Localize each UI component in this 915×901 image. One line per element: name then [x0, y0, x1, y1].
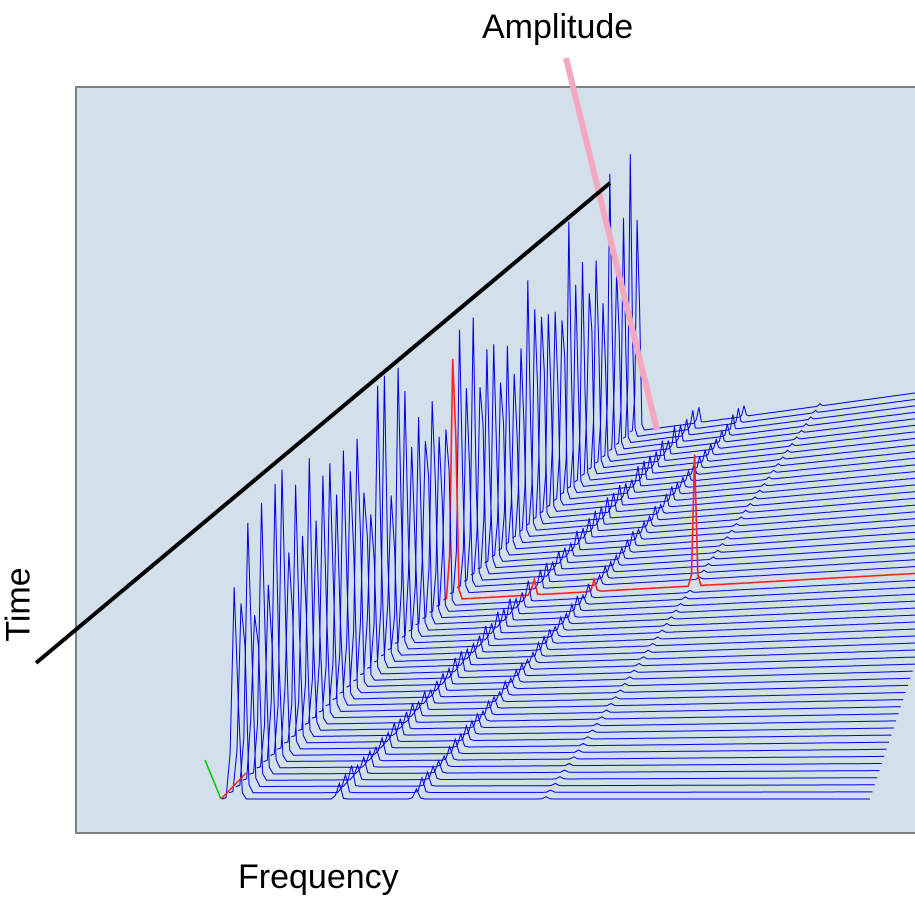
spectrum-trace	[311, 475, 901, 719]
spectrum-trace	[477, 349, 915, 570]
spectrum-trace	[567, 284, 915, 489]
spectrum-trace	[380, 495, 915, 657]
frequency-axis-title: Frequency	[238, 858, 399, 896]
spectrum-trace	[367, 385, 915, 669]
origin-axes-icon	[204, 759, 247, 800]
spectrum-trace	[325, 494, 906, 707]
spectrum-trace	[512, 348, 915, 539]
spectrum-trace	[532, 316, 915, 520]
spectrum-trace	[408, 416, 915, 632]
spectrum-trace	[581, 293, 915, 476]
spectrum-trace	[498, 345, 915, 551]
highlight-trace	[442, 358, 915, 601]
spectrum-trace	[470, 387, 915, 576]
spectrum-trace	[615, 217, 915, 445]
spectrum-trace	[394, 390, 915, 644]
amplitude-axis-line	[563, 57, 660, 431]
spectrum-trace	[456, 388, 915, 588]
spectrum-trace	[629, 219, 915, 433]
spectrum-trace	[491, 382, 915, 557]
spectrum-trace	[221, 587, 870, 800]
spectrum-trace	[339, 471, 911, 694]
spectrum-trace	[415, 441, 915, 626]
spectrum-trace	[553, 320, 915, 501]
spectrum-trace	[595, 303, 915, 464]
spectrum-trace	[387, 367, 915, 651]
amplitude-axis-title: Amplitude	[482, 8, 634, 46]
spectrum-trace	[560, 221, 915, 495]
time-axis-line	[34, 181, 612, 665]
spectrum-trace	[574, 261, 915, 483]
spectrum-trace	[373, 375, 915, 663]
time-axis-title: Time	[0, 567, 38, 642]
spectrum-trace	[505, 373, 915, 545]
spectrum-trace	[291, 535, 894, 738]
spectrum-trace	[602, 173, 915, 458]
spectrum-trace	[360, 514, 915, 676]
spectrum-traces	[221, 154, 915, 800]
spectrum-trace	[463, 317, 915, 582]
spectrum-trace	[429, 436, 915, 613]
spectrum-trace	[401, 446, 915, 638]
spectrum-trace	[622, 154, 915, 439]
spectrum-trace	[526, 309, 915, 526]
spectrum-trace	[484, 344, 915, 564]
spectrum-trace	[422, 401, 915, 620]
spectrum-trace	[519, 280, 915, 532]
spectrum-trace	[588, 260, 915, 470]
spectrum-trace	[332, 450, 909, 700]
spectrum-trace	[436, 429, 915, 607]
spectrum-trace	[539, 314, 915, 514]
spectrum-trace	[609, 271, 915, 452]
spectrum-trace	[546, 311, 915, 508]
spectrum-trace	[346, 438, 913, 688]
spectrum-trace	[353, 492, 915, 682]
